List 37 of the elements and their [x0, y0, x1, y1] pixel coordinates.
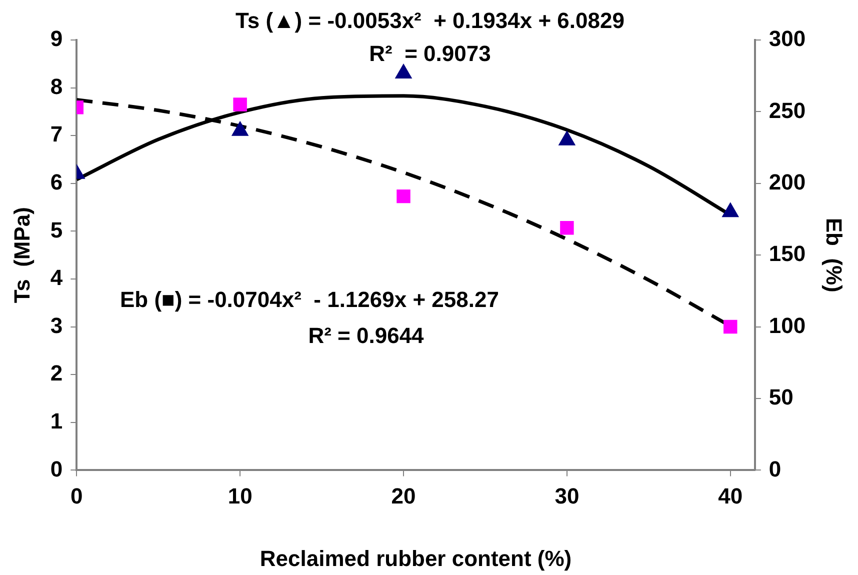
y-tick-label: 0 — [50, 456, 63, 482]
text: Ts (▲) = -0.0053x² + 0.1934x + 6.0829 — [236, 8, 624, 34]
point — [233, 98, 247, 112]
x-tick-label: 30 — [554, 483, 580, 508]
x-tick-label: 40 — [718, 483, 743, 508]
y2-tick-label: 100 — [768, 312, 806, 338]
y2-tick-label: 50 — [768, 384, 794, 410]
point — [722, 202, 739, 218]
y-tick-label: 8 — [50, 74, 63, 99]
y2-tick-label: 150 — [768, 241, 806, 266]
point — [558, 130, 576, 146]
x-tick-label: 10 — [228, 483, 252, 508]
y2-axis-title: Eb (%) — [822, 218, 847, 292]
annotation: R² = 0.9073 — [369, 41, 491, 66]
x-tick-label: 20 — [391, 483, 416, 508]
y-tick-label: 3 — [50, 312, 63, 338]
y2-tick-label: 300 — [768, 26, 806, 52]
x-axis-title: Reclaimed rubber content (%) — [260, 546, 572, 571]
y2-tick-label: 200 — [768, 169, 806, 194]
y2-tick-label: 250 — [768, 98, 806, 123]
point — [396, 189, 410, 204]
annotation: R² = 0.9644 — [308, 323, 425, 348]
y-tick-label: 5 — [50, 217, 63, 242]
y-tick-label: 2 — [50, 360, 63, 386]
y-tick-label: 4 — [50, 265, 64, 290]
x-tick-label: 0 — [70, 483, 83, 508]
y2-tick-label: 0 — [768, 456, 782, 482]
y-tick-label: 6 — [50, 169, 63, 194]
y-axis-title: Ts (MPa) — [9, 207, 34, 304]
y-tick-label: 9 — [50, 26, 63, 52]
point — [232, 121, 248, 136]
point — [395, 64, 412, 78]
y-tick-label: 7 — [50, 122, 63, 147]
point — [724, 320, 738, 334]
point — [560, 220, 574, 235]
annotation: Eb (■) = -0.0704x² - 1.1269x + 258.27 — [120, 287, 499, 312]
y-tick-label: 1 — [50, 408, 63, 434]
